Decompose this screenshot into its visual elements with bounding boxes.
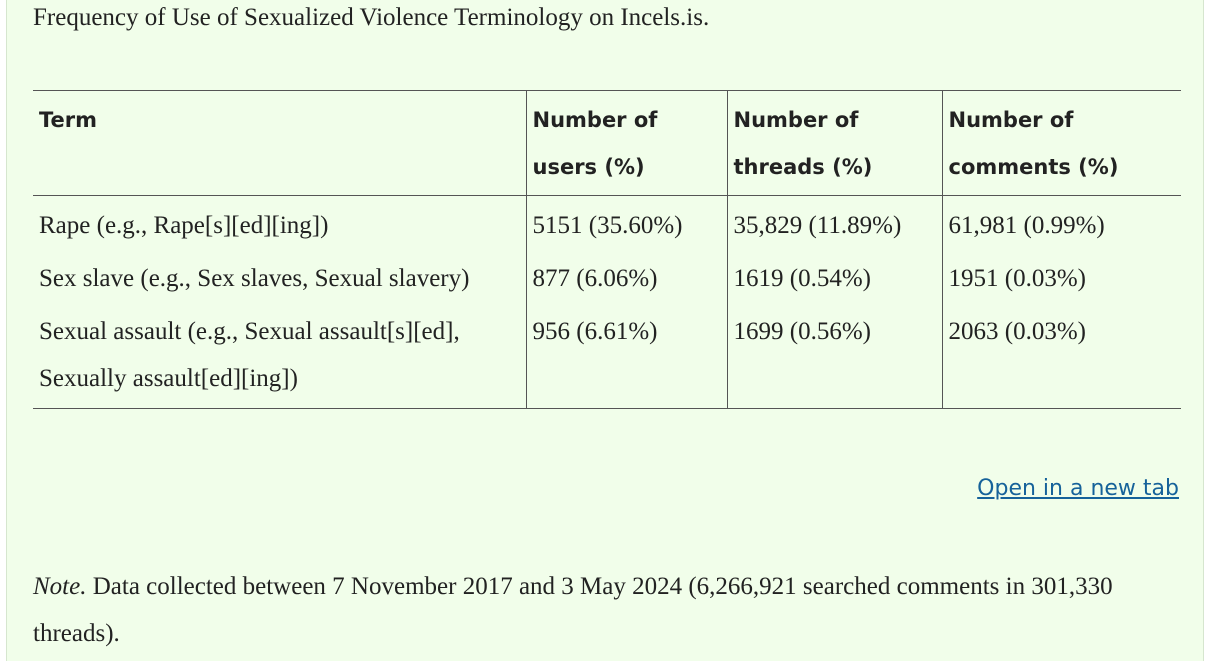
count-cell: 956 (6.61%) (525, 302, 727, 409)
table-caption: Frequency of Use of Sexualized Violence … (33, 4, 710, 31)
column-header: Number of users (%) (525, 90, 727, 196)
header-row: Term Number of users (%) Number of threads… (33, 90, 1181, 196)
note-text: Data collected between 7 November 2017 a… (33, 573, 1113, 647)
note-label: Note. (33, 573, 87, 600)
table-row: Sexual assault (e.g., Sexual assault[s][… (33, 302, 1181, 409)
count-cell: 61,981 (0.99%) (941, 195, 1181, 249)
count-cell: 877 (6.06%) (525, 249, 727, 302)
table-body: Rape (e.g., Rape[s][ed][ing]) 5151 (35.60… (33, 195, 1181, 409)
table-row: Rape (e.g., Rape[s][ed][ing]) 5151 (35.60… (33, 195, 1181, 249)
term-cell: Rape (e.g., Rape[s][ed][ing]) (39, 212, 329, 239)
term-cell: Sexual assault (e.g., Sexual assault[s][… (39, 318, 460, 392)
column-header: Term (33, 90, 526, 196)
data-table: Term Number of users (%) Number of threads… (33, 90, 1181, 409)
table-row: Sex slave (e.g., Sex slaves, Sexual slav… (33, 249, 1181, 302)
open-in-new-tab-link[interactable]: Open in a new tab (977, 476, 1179, 501)
column-header: Number of threads (%) (726, 90, 942, 196)
count-cell: 35,829 (11.89%) (726, 195, 942, 249)
count-cell: 2063 (0.03%) (941, 302, 1181, 409)
term-cell: Sex slave (e.g., Sex slaves, Sexual slav… (39, 265, 470, 292)
count-cell: 1699 (0.56%) (726, 302, 942, 409)
count-cell: 1619 (0.54%) (726, 249, 942, 302)
content-panel: Frequency of Use of Sexualized Violence … (6, 0, 1204, 661)
count-cell: 1951 (0.03%) (941, 249, 1181, 302)
count-cell: 5151 (35.60%) (525, 195, 727, 249)
table-note: Note. Data collected between 7 November … (33, 563, 1183, 657)
column-header: Number of comments (%) (941, 90, 1181, 196)
